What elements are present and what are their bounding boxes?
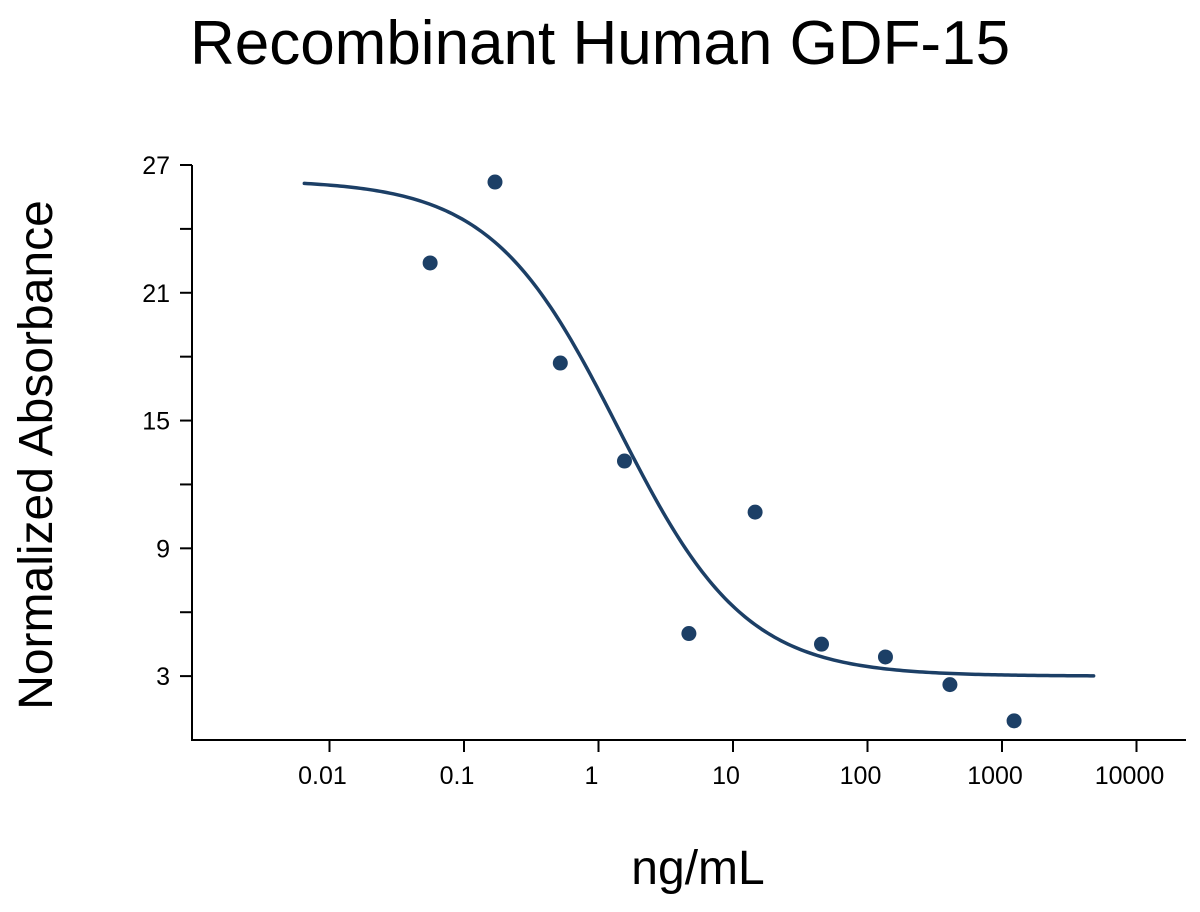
x-tick-label: 0.1 xyxy=(440,762,475,790)
y-tick-label: 27 xyxy=(142,152,170,180)
y-axis-label: Normalized Absorbance xyxy=(10,200,63,710)
x-tick-label: 100 xyxy=(840,762,882,790)
data-points-layer xyxy=(422,174,1022,729)
data-point xyxy=(877,649,893,665)
data-point xyxy=(747,504,763,520)
y-axis-ticks: 3 9 15 21 27 xyxy=(142,152,192,691)
data-point xyxy=(422,255,438,271)
x-tick-label: 10 xyxy=(712,762,740,790)
data-point xyxy=(1006,713,1022,729)
y-tick-label: 21 xyxy=(142,280,170,308)
chart-title: Recombinant Human GDF-15 xyxy=(190,9,1010,78)
x-axis-label: ng/mL xyxy=(631,842,764,895)
y-tick-label: 9 xyxy=(156,535,170,563)
x-tick-label: 1 xyxy=(585,762,599,790)
data-point xyxy=(681,626,697,642)
x-tick-label: 10000 xyxy=(1095,762,1165,790)
fit-curve-layer xyxy=(302,181,1096,678)
data-point xyxy=(487,174,503,190)
fit-curve-line xyxy=(302,181,1096,678)
data-point xyxy=(552,355,568,371)
x-tick-label: 0.01 xyxy=(298,762,347,790)
x-tick-label: 1000 xyxy=(967,762,1023,790)
x-axis-ticks: 0.01 0.1 1 10 100 1000 10000 xyxy=(298,740,1164,790)
data-point xyxy=(616,453,632,469)
y-tick-label: 15 xyxy=(142,408,170,436)
data-point xyxy=(942,677,958,693)
y-tick-label: 3 xyxy=(156,663,170,691)
data-point xyxy=(814,636,829,652)
